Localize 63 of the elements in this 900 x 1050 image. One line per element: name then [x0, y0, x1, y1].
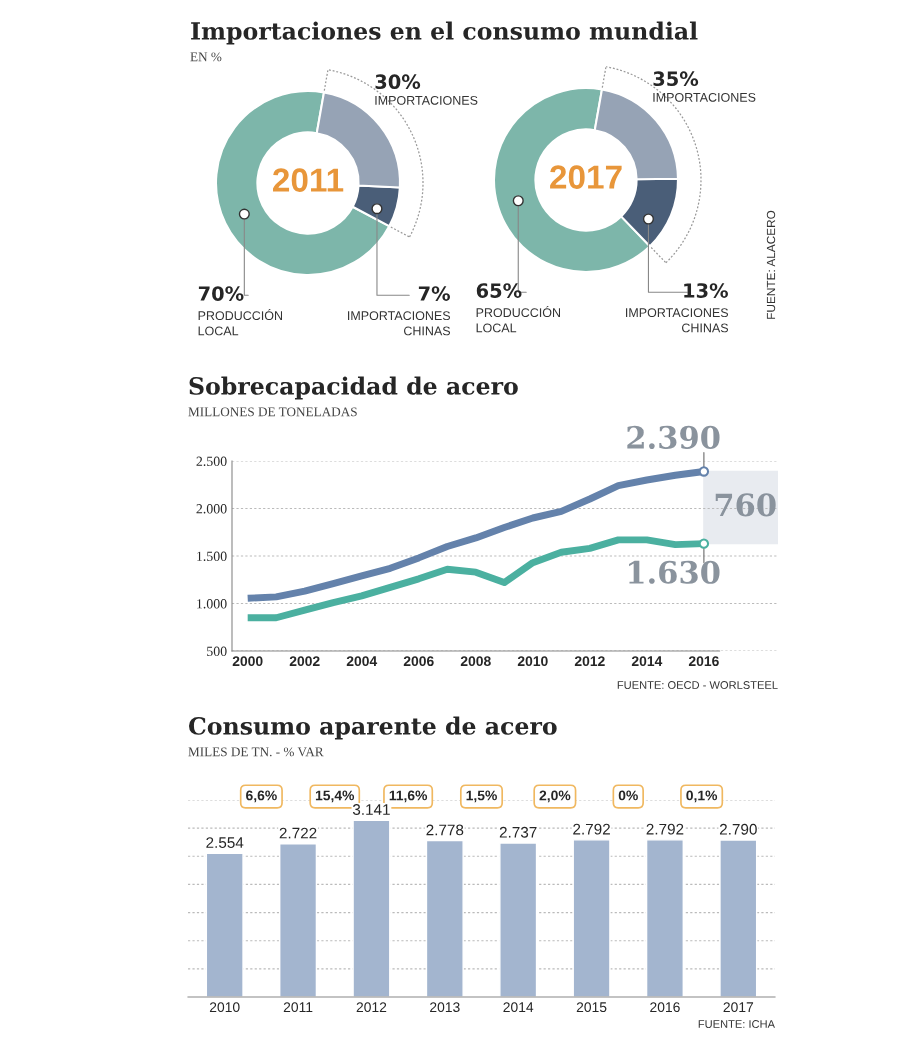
y-tick-label: 2.000 — [196, 504, 227, 514]
data-label: 2.554 — [206, 837, 244, 848]
annotation: 11,6% — [389, 790, 428, 803]
chart-subtitle: EN % — [190, 52, 222, 62]
data-label: 70% — [198, 286, 244, 301]
data-label: 65% — [476, 283, 522, 298]
text: 30% — [375, 74, 421, 90]
x-tick-label: 2017 — [723, 1002, 754, 1013]
x-tick-label: 2015 — [576, 1002, 607, 1013]
data-label: 2.792 — [646, 823, 684, 835]
text: IMPORTACIONES — [375, 95, 478, 105]
data-label: 13% — [684, 283, 728, 298]
x-tick-label: 2014 — [631, 656, 663, 667]
chart-subtitle: MILES DE TN. - % VAR — [188, 747, 324, 757]
y-tick-label: 1.000 — [197, 599, 227, 609]
x-tick-label: 2012 — [356, 1002, 387, 1013]
text: 2011 — [273, 168, 344, 192]
source-note: FUENTE: ALACERO — [766, 210, 776, 319]
annotation: 0,1% — [686, 790, 718, 803]
annotation: 15,4% — [315, 790, 355, 803]
x-tick-label: 2004 — [346, 656, 378, 667]
band-label: 760 — [715, 493, 776, 517]
x-tick-label: 2013 — [430, 1002, 460, 1013]
slice-label: IMPORTACIONES CHINAS — [626, 308, 729, 333]
text: IMPORTACIONES — [653, 92, 756, 102]
data-label: 2.778 — [426, 824, 464, 836]
x-tick-label: 2010 — [517, 656, 548, 667]
slice-label: IMPORTACIONES CHINAS — [348, 311, 451, 336]
y-tick-label: 500 — [207, 646, 227, 656]
chart-subtitle: MILLONES DE TONELADAS — [188, 407, 357, 417]
data-label: 7% — [418, 286, 450, 301]
slice-label: PRODUCCIÓN LOCAL — [198, 309, 282, 336]
x-tick-label: 2010 — [209, 1002, 240, 1013]
data-label: 2.790 — [719, 823, 757, 835]
data-label: 3.141 — [352, 804, 390, 815]
annotation: 1,5% — [466, 790, 497, 803]
x-tick-label: 2014 — [503, 1002, 534, 1013]
x-tick-label: 2002 — [289, 656, 320, 667]
slice-label: PRODUCCIÓN LOCAL — [476, 306, 560, 333]
x-tick-label: 2012 — [574, 656, 605, 667]
data-label: 2.722 — [279, 827, 317, 839]
annotation: 0% — [618, 790, 638, 801]
chart-title: Sobrecapacidad de acero — [189, 376, 518, 400]
x-tick-label: 2016 — [688, 656, 719, 667]
source-note: FUENTE: OECD - WORLSTEEL — [617, 681, 778, 689]
chart-title: Consumo aparente de acero — [188, 716, 557, 740]
annotation: 1.630 — [629, 560, 720, 584]
y-tick-label: 2.500 — [196, 456, 227, 467]
source-note: FUENTE: ICHA — [698, 1020, 775, 1028]
x-tick-label: 2006 — [403, 656, 434, 667]
chart-title: Importaciones en el consumo mundial — [191, 21, 698, 45]
x-tick-label: 2000 — [232, 656, 263, 667]
text: 2017 — [550, 165, 622, 189]
data-label: 2.792 — [573, 823, 610, 835]
annotation: 2,0% — [539, 790, 571, 803]
text: 35% — [653, 71, 699, 87]
y-tick-label: 1.500 — [197, 551, 227, 562]
x-tick-label: 2011 — [283, 1002, 313, 1013]
x-tick-label: 2008 — [460, 656, 491, 667]
annotation: 2.390 — [627, 425, 720, 449]
x-tick-label: 2016 — [650, 1002, 680, 1013]
annotation: 6,6% — [246, 790, 277, 803]
data-label: 2.737 — [499, 826, 537, 838]
